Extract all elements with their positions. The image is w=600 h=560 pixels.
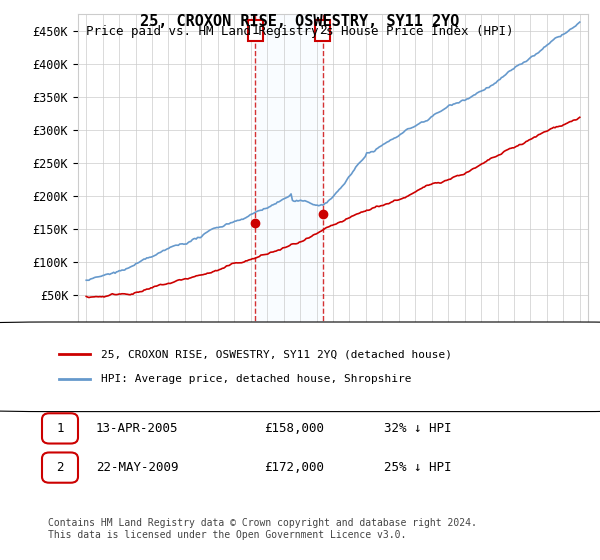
Text: 1: 1 bbox=[56, 422, 64, 435]
FancyBboxPatch shape bbox=[42, 452, 78, 483]
Text: £172,000: £172,000 bbox=[264, 461, 324, 474]
FancyBboxPatch shape bbox=[0, 322, 600, 412]
Text: HPI: Average price, detached house, Shropshire: HPI: Average price, detached house, Shro… bbox=[101, 374, 412, 384]
Text: Contains HM Land Registry data © Crown copyright and database right 2024.
This d: Contains HM Land Registry data © Crown c… bbox=[48, 519, 477, 540]
Text: Price paid vs. HM Land Registry's House Price Index (HPI): Price paid vs. HM Land Registry's House … bbox=[86, 25, 514, 38]
FancyBboxPatch shape bbox=[42, 413, 78, 444]
Text: 13-APR-2005: 13-APR-2005 bbox=[96, 422, 179, 435]
Text: 25, CROXON RISE, OSWESTRY, SY11 2YQ: 25, CROXON RISE, OSWESTRY, SY11 2YQ bbox=[140, 14, 460, 29]
Text: 25, CROXON RISE, OSWESTRY, SY11 2YQ (detached house): 25, CROXON RISE, OSWESTRY, SY11 2YQ (det… bbox=[101, 349, 452, 360]
Text: 22-MAY-2009: 22-MAY-2009 bbox=[96, 461, 179, 474]
Text: 2: 2 bbox=[56, 461, 64, 474]
Text: 1: 1 bbox=[251, 24, 259, 37]
Bar bbox=[256, 14, 323, 328]
Text: 2: 2 bbox=[319, 24, 327, 37]
Text: 25% ↓ HPI: 25% ↓ HPI bbox=[384, 461, 452, 474]
Text: £158,000: £158,000 bbox=[264, 422, 324, 435]
Text: 32% ↓ HPI: 32% ↓ HPI bbox=[384, 422, 452, 435]
